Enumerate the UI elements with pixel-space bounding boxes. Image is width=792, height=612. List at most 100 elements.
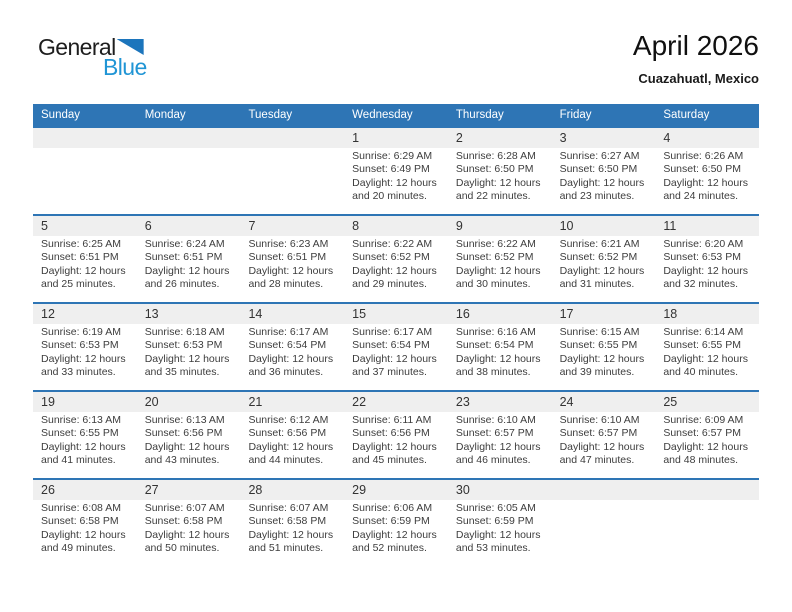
sun-info-line: Daylight: 12 hours: [663, 264, 748, 277]
sun-info-line: and 33 minutes.: [41, 366, 116, 379]
day-cell: Sunrise: 6:16 AM Sunset: 6:54 PM Daylight:…: [448, 324, 552, 380]
sun-info-line: Sunrise: 6:19 AM: [41, 326, 121, 338]
sun-info-line: Sunrise: 6:24 AM: [144, 238, 225, 250]
sun-info-line: Daylight: 12 hours: [352, 528, 437, 541]
day-cell: [240, 148, 344, 204]
sun-info-line: and 36 minutes.: [248, 366, 324, 379]
weekday-header-row: Sunday Monday Tuesday Wednesday Thursday…: [33, 104, 759, 126]
sun-info-line: Sunrise: 6:15 AM: [559, 326, 640, 338]
logo-text-blue: Blue: [103, 54, 147, 80]
sun-info-line: and 45 minutes.: [352, 454, 427, 467]
day-cell: Sunrise: 6:24 AM Sunset: 6:51 PM Daylight:…: [137, 236, 241, 292]
logo-text-general: General: [38, 34, 116, 60]
sun-info-line: Sunrise: 6:13 AM: [41, 414, 121, 426]
sun-info-line: Sunrise: 6:22 AM: [455, 238, 536, 250]
sun-info-line: and 43 minutes.: [144, 454, 220, 467]
sun-info-line: Daylight: 12 hours: [248, 264, 334, 277]
title-block: April 2026 Cuazahuatl, Mexico: [633, 30, 759, 86]
day-number: 30: [455, 483, 470, 497]
sun-info-line: Sunrise: 6:20 AM: [663, 238, 744, 250]
day-number: 27: [144, 483, 159, 497]
sun-info-line: Sunrise: 6:17 AM: [248, 326, 329, 338]
sun-info-line: Daylight: 12 hours: [663, 352, 748, 365]
sun-info-line: Daylight: 12 hours: [248, 352, 334, 365]
sun-info-line: and 31 minutes.: [559, 278, 635, 291]
week-cells: Sunrise: 6:19 AM Sunset: 6:53 PM Daylight:…: [33, 324, 759, 380]
day-cell: Sunrise: 6:12 AM Sunset: 6:56 PM Daylight:…: [240, 412, 344, 468]
day-cell: Sunrise: 6:21 AM Sunset: 6:52 PM Daylight:…: [552, 236, 656, 292]
sun-info-line: Sunrise: 6:22 AM: [352, 238, 433, 250]
sun-info-line: Daylight: 12 hours: [41, 528, 126, 541]
sun-info-line: Sunset: 6:54 PM: [352, 339, 430, 352]
day-number: 2: [455, 131, 463, 145]
week-cells: Sunrise: 6:08 AM Sunset: 6:58 PM Daylight:…: [33, 500, 759, 556]
day-number-band: 26 27 28 29 30: [33, 480, 759, 500]
logo-text-general-row: General: [38, 36, 147, 59]
day-cell: Sunrise: 6:08 AM Sunset: 6:58 PM Daylight:…: [33, 500, 137, 556]
week-row: 19 20 21 22 23 24 25 Sunrise: 6:13 AM Sunset: 6:…: [33, 390, 759, 478]
day-number: 20: [144, 395, 159, 409]
sun-info-line: Sunrise: 6:21 AM: [559, 238, 640, 250]
sun-info-line: and 30 minutes.: [455, 278, 531, 291]
sun-info-line: Sunset: 6:57 PM: [455, 427, 534, 440]
sun-info-line: and 47 minutes.: [559, 454, 635, 467]
sun-info-line: Sunset: 6:52 PM: [559, 251, 638, 264]
weekday-header-wednesday: Wednesday: [352, 109, 413, 121]
day-number: 3: [559, 131, 567, 145]
general-blue-logo: General Blue: [38, 36, 147, 79]
sun-info-line: Sunrise: 6:11 AM: [352, 414, 432, 426]
sun-info-line: Sunrise: 6:16 AM: [455, 326, 536, 338]
day-number: 25: [663, 395, 678, 409]
day-number: 24: [559, 395, 574, 409]
sun-info-line: and 22 minutes.: [455, 190, 531, 203]
sun-info-line: Daylight: 12 hours: [559, 176, 645, 189]
day-cell: Sunrise: 6:10 AM Sunset: 6:57 PM Daylight:…: [552, 412, 656, 468]
sun-info-line: Sunset: 6:52 PM: [352, 251, 430, 264]
sun-info-line: Sunrise: 6:26 AM: [663, 150, 744, 162]
day-number: 29: [352, 483, 367, 497]
sun-info-line: Daylight: 12 hours: [559, 264, 645, 277]
day-cell: Sunrise: 6:13 AM Sunset: 6:56 PM Daylight:…: [137, 412, 241, 468]
day-cell: Sunrise: 6:17 AM Sunset: 6:54 PM Daylight:…: [240, 324, 344, 380]
day-cell: Sunrise: 6:22 AM Sunset: 6:52 PM Daylight:…: [344, 236, 448, 292]
calendar-table: Sunday Monday Tuesday Wednesday Thursday…: [33, 104, 759, 566]
sun-info-line: Sunrise: 6:05 AM: [455, 502, 536, 514]
sun-info-line: and 23 minutes.: [559, 190, 635, 203]
sun-info-line: and 40 minutes.: [663, 366, 739, 379]
sun-info-line: and 44 minutes.: [248, 454, 324, 467]
day-cell: Sunrise: 6:25 AM Sunset: 6:51 PM Daylight:…: [33, 236, 137, 292]
sun-info-line: Sunrise: 6:10 AM: [559, 414, 640, 426]
day-cell: Sunrise: 6:19 AM Sunset: 6:53 PM Daylight:…: [33, 324, 137, 380]
day-cell: Sunrise: 6:10 AM Sunset: 6:57 PM Daylight:…: [448, 412, 552, 468]
day-cell: Sunrise: 6:14 AM Sunset: 6:55 PM Daylight:…: [655, 324, 759, 380]
sun-info-line: and 51 minutes.: [248, 542, 324, 555]
week-row: 12 13 14 15 16 17 18 Sunrise: 6:19 AM Sunset: 6:…: [33, 302, 759, 390]
day-number: 8: [352, 219, 360, 233]
weekday-header-monday: Monday: [144, 109, 186, 121]
sun-info-line: Sunrise: 6:18 AM: [144, 326, 225, 338]
sun-info-line: Sunset: 6:49 PM: [352, 163, 430, 176]
sun-info-line: Daylight: 12 hours: [144, 264, 230, 277]
day-number: 15: [352, 307, 367, 321]
weekday-header-friday: Friday: [559, 109, 592, 121]
sun-info-line: Daylight: 12 hours: [248, 440, 334, 453]
sun-info-line: Sunset: 6:50 PM: [559, 163, 638, 176]
sun-info-line: and 53 minutes.: [455, 542, 531, 555]
day-cell: Sunrise: 6:07 AM Sunset: 6:58 PM Daylight:…: [240, 500, 344, 556]
sun-info-line: Sunrise: 6:29 AM: [352, 150, 433, 162]
sun-info-line: and 49 minutes.: [41, 542, 116, 555]
day-number: 10: [559, 219, 574, 233]
day-cell: Sunrise: 6:27 AM Sunset: 6:50 PM Daylight:…: [552, 148, 656, 204]
day-cell: Sunrise: 6:28 AM Sunset: 6:50 PM Daylight:…: [448, 148, 552, 204]
sun-info-line: Sunrise: 6:28 AM: [455, 150, 536, 162]
sun-info-line: Sunset: 6:56 PM: [144, 427, 223, 440]
sun-info-line: Daylight: 12 hours: [559, 440, 645, 453]
sun-info-line: and 39 minutes.: [559, 366, 635, 379]
day-cell: [655, 500, 759, 556]
day-number: 1: [352, 131, 360, 145]
day-number: 12: [41, 307, 55, 321]
week-cells: Sunrise: 6:13 AM Sunset: 6:55 PM Daylight:…: [33, 412, 759, 468]
sun-info-line: Daylight: 12 hours: [559, 352, 645, 365]
sun-info-line: Daylight: 12 hours: [663, 176, 748, 189]
week-cells: Sunrise: 6:25 AM Sunset: 6:51 PM Daylight:…: [33, 236, 759, 292]
